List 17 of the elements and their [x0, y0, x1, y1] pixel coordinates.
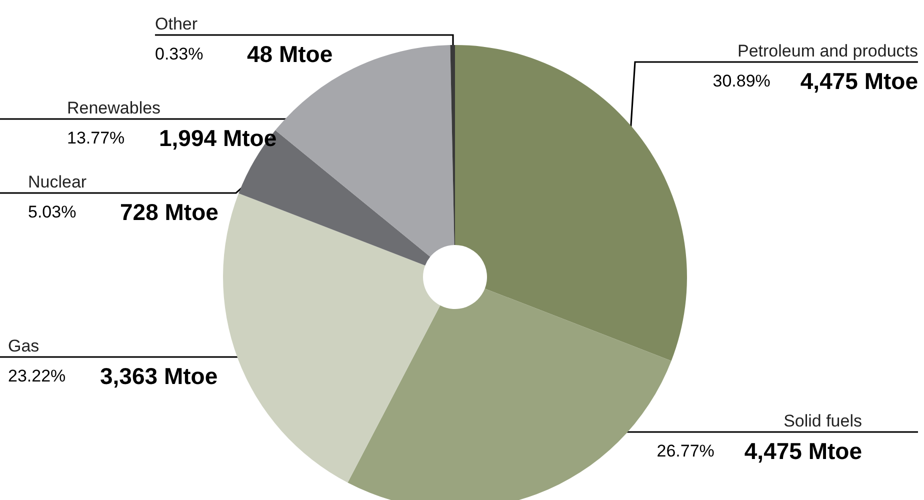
data-label: 30.89% — [712, 72, 770, 90]
slice-label: Other — [155, 14, 198, 34]
text: 4,475 Mtoe — [744, 438, 862, 464]
slice-label: Solid fuels — [784, 412, 862, 430]
text: 4,475 Mtoe — [800, 68, 918, 94]
data-label: 13.77% — [67, 128, 125, 148]
slice-label: Nuclear — [28, 172, 87, 192]
data-label: 5.03% — [28, 202, 76, 222]
text: 728 Mtoe — [120, 199, 218, 225]
slice-label: Petroleum and products — [738, 42, 918, 60]
data-label: 0.33% — [155, 44, 204, 64]
data-label: 23.22% — [8, 366, 66, 386]
data-label: 26.77% — [656, 442, 714, 460]
text: 48 Mtoe — [247, 41, 333, 67]
slice-label: Renewables — [67, 98, 161, 118]
slice-label: Gas — [8, 336, 40, 356]
text: 3,363 Mtoe — [100, 363, 218, 389]
